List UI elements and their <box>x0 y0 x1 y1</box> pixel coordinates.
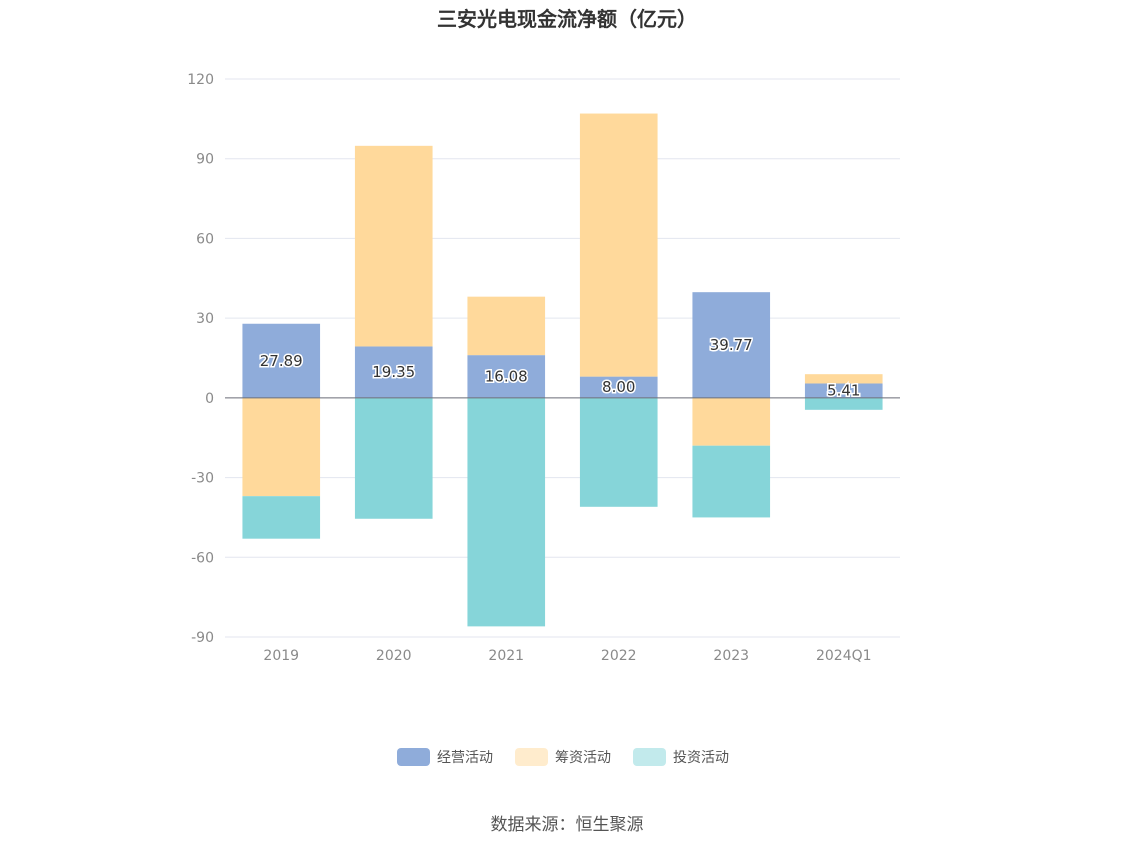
bar-financing-2023 <box>692 397 771 446</box>
legend: 经营活动 筹资活动 投资活动 <box>397 748 729 766</box>
data-label: 27.89 <box>260 352 303 370</box>
x-tick-label: 2019 <box>263 648 299 664</box>
legend-label: 经营活动 <box>437 750 493 766</box>
x-tick-label: 2023 <box>713 648 749 664</box>
bars <box>242 113 883 627</box>
bar-financing-2022 <box>579 113 658 377</box>
x-tick-label: 2022 <box>601 648 637 664</box>
bar-investing-2019 <box>242 496 321 539</box>
y-tick-label: 30 <box>196 311 214 327</box>
data-label: 19.35 <box>372 363 415 381</box>
legend-swatch <box>633 748 666 766</box>
y-axis: 120 90 60 30 0 -30 -60 -90 <box>187 72 214 646</box>
data-label: 39.77 <box>710 336 753 354</box>
grid-lines <box>225 78 900 638</box>
chart-title: 三安光电现金流净额（亿元） <box>437 7 697 31</box>
data-label: 5.41 <box>827 382 860 400</box>
y-tick-label: 60 <box>196 231 214 247</box>
bar-operating-2019 <box>242 323 321 398</box>
x-tick-label: 2021 <box>488 648 524 664</box>
bar-operating-2023 <box>692 292 771 398</box>
x-tick-label: 2020 <box>376 648 412 664</box>
y-tick-label: 0 <box>205 391 214 407</box>
x-tick-label: 2024Q1 <box>816 648 872 664</box>
bar-financing-2021 <box>467 296 546 356</box>
legend-swatch <box>397 748 430 766</box>
legend-label: 筹资活动 <box>555 749 611 766</box>
legend-label: 投资活动 <box>673 750 729 766</box>
y-tick-label: 90 <box>196 152 214 168</box>
bar-investing-2021 <box>467 397 546 627</box>
bar-operating-2020 <box>354 346 433 398</box>
source-note: 数据来源：恒生聚源 <box>491 815 644 835</box>
bar-operating-2024Q1 <box>804 383 883 398</box>
bar-investing-2023 <box>692 445 771 518</box>
bar-financing-2024Q1 <box>804 374 883 384</box>
data-label: 16.08 <box>485 367 528 385</box>
bar-investing-2022 <box>579 397 658 507</box>
bar-investing-2020 <box>354 397 433 519</box>
x-axis: 2019 2020 2021 2022 2023 2024Q1 <box>263 648 871 664</box>
bar-financing-2019 <box>242 397 321 497</box>
y-tick-label: -90 <box>191 630 214 646</box>
bar-operating-2022 <box>579 376 658 398</box>
y-tick-label: -30 <box>191 471 214 487</box>
data-label: 8.00 <box>602 378 635 396</box>
bar-financing-2020 <box>354 145 433 347</box>
legend-swatch <box>515 748 548 766</box>
y-tick-label: 120 <box>187 72 214 88</box>
bar-investing-2024Q1 <box>804 397 883 410</box>
data-labels: 27.89 19.35 16.08 8.00 39.77 5.41 <box>258 335 862 402</box>
y-tick-label: -60 <box>191 550 214 566</box>
bar-operating-2021 <box>467 355 546 398</box>
